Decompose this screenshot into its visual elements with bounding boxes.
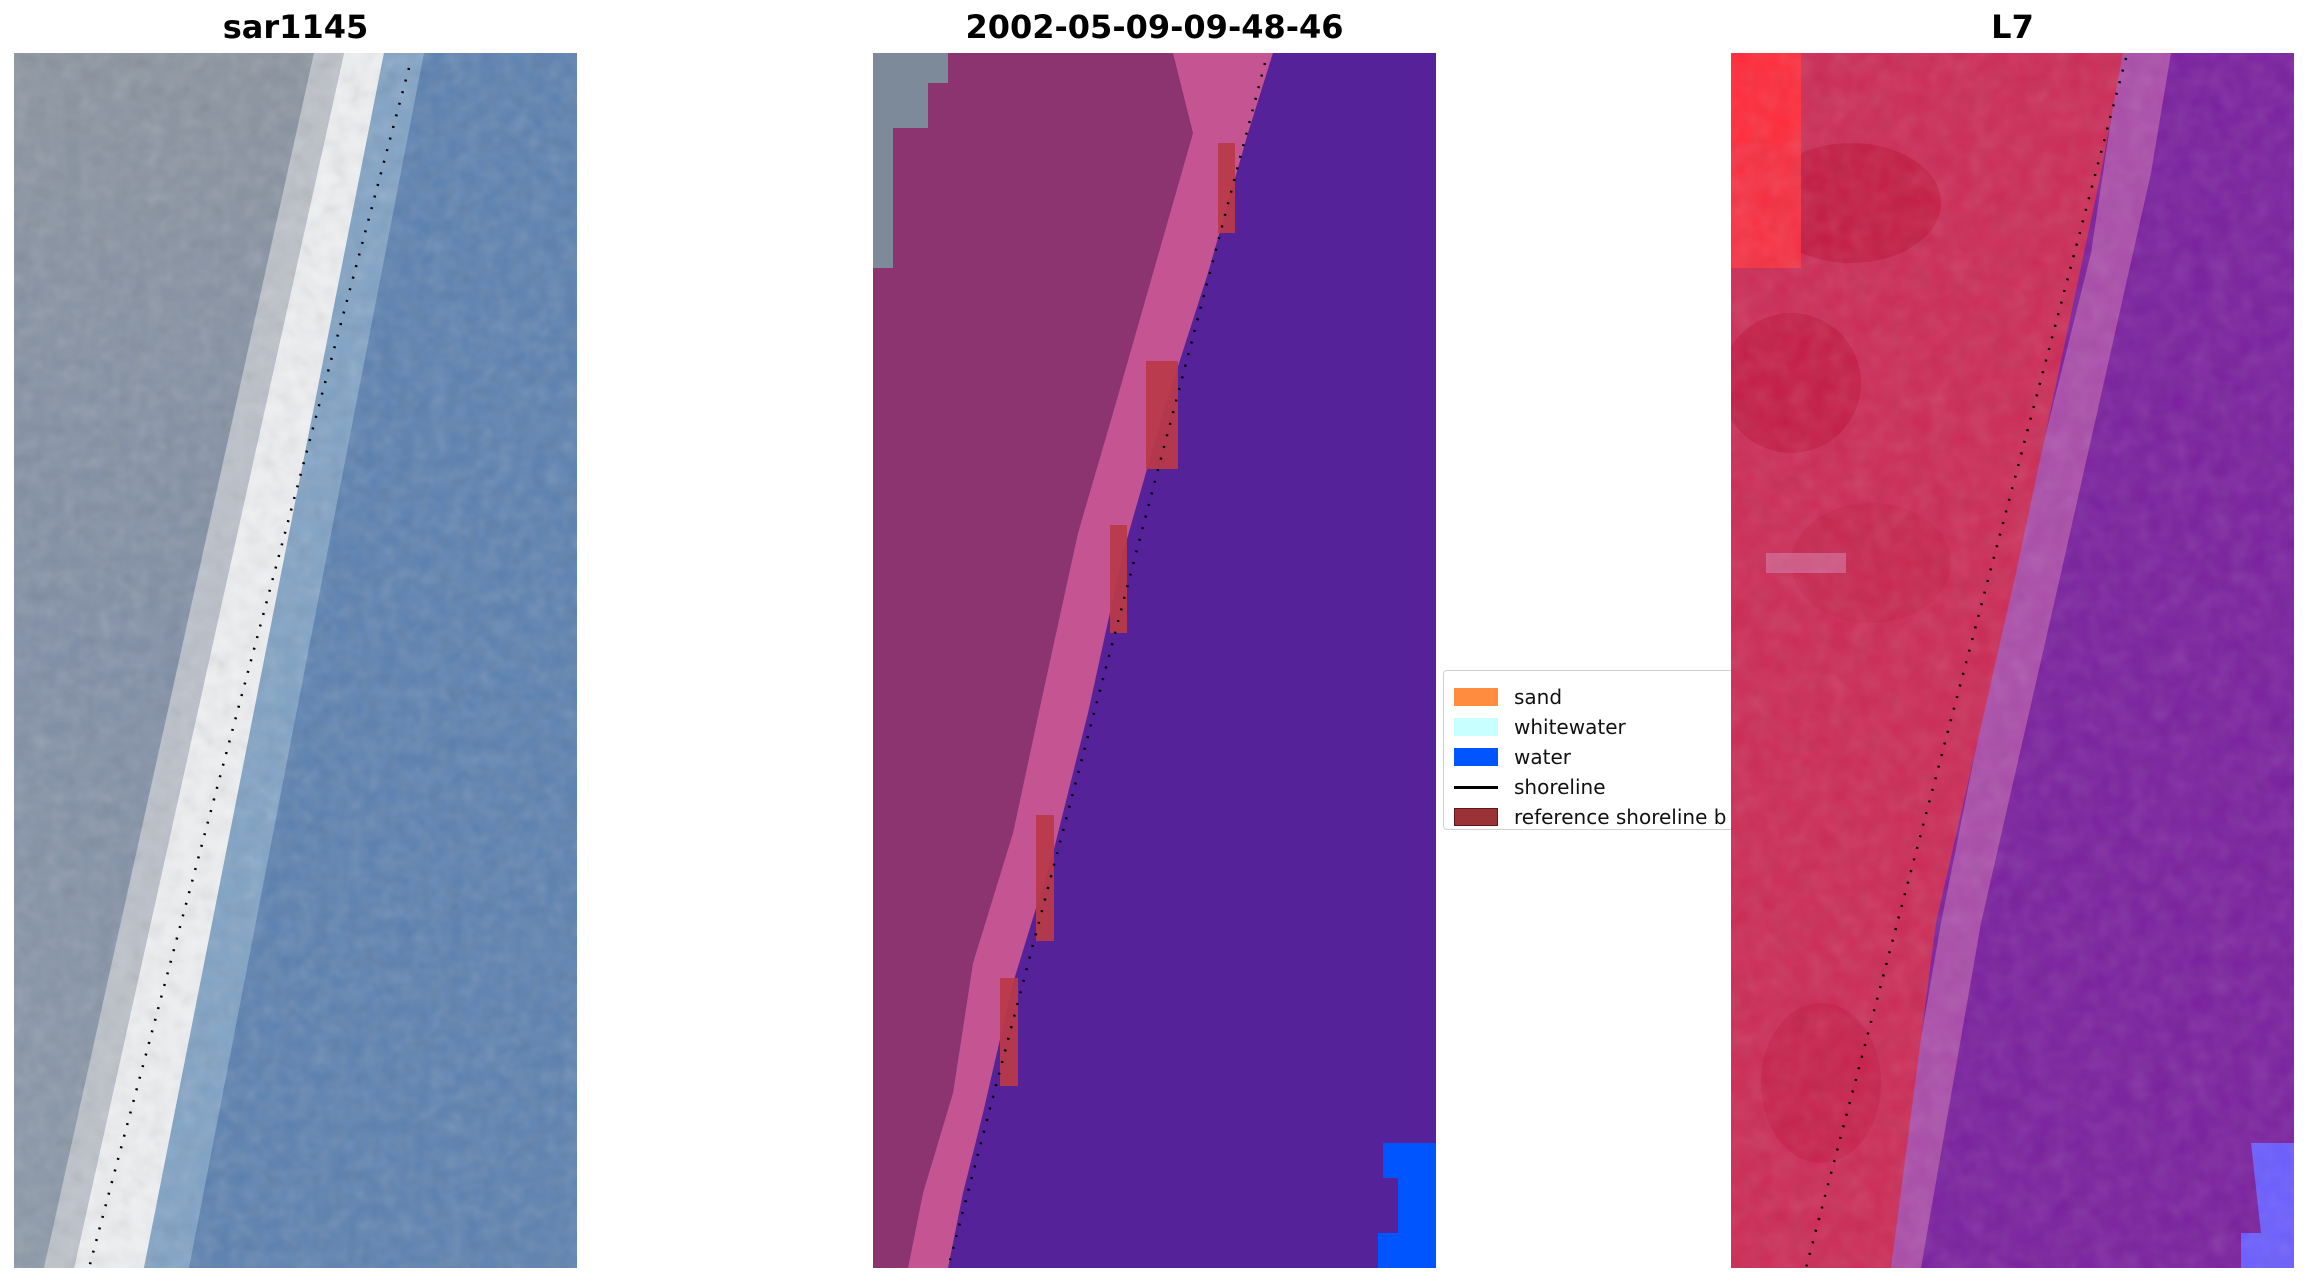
sand-swatch — [1454, 688, 1498, 706]
shoreline-line-swatch — [1454, 785, 1498, 789]
whitewater-swatch — [1454, 718, 1498, 736]
rgb-image-panel — [14, 53, 577, 1268]
legend-label-shoreline: shoreline — [1514, 775, 1606, 799]
classified-image-panel — [873, 53, 1436, 1268]
reference-shoreline-buffer — [1000, 143, 1235, 1086]
legend-item-whitewater: whitewater — [1454, 715, 1626, 739]
rgb-image — [14, 53, 577, 1268]
reference-shoreline-swatch — [1454, 808, 1498, 826]
falsecolor-image-panel — [1731, 53, 2294, 1268]
panel-title-rgb: sar1145 — [222, 8, 369, 46]
legend-label-water: water — [1514, 745, 1571, 769]
legend-item-water: water — [1454, 745, 1571, 769]
legend-label-whitewater: whitewater — [1514, 715, 1626, 739]
falsecolor-shoreline — [1804, 57, 2128, 1268]
legend-label-reference-shoreline: reference shoreline b — [1514, 805, 1727, 829]
panel-title-falsecolor: L7 — [1991, 8, 2034, 46]
classified-image — [873, 53, 1436, 1268]
legend: sand whitewater water shoreline referenc… — [1443, 670, 1735, 830]
water-swatch — [1454, 748, 1498, 766]
legend-item-sand: sand — [1454, 685, 1562, 709]
falsecolor-image — [1731, 53, 2294, 1268]
legend-item-shoreline: shoreline — [1454, 775, 1606, 799]
legend-item-reference-shoreline: reference shoreline b — [1454, 805, 1726, 829]
legend-label-sand: sand — [1514, 685, 1563, 709]
panel-title-classified: 2002-05-09-09-48-46 — [965, 8, 1344, 46]
